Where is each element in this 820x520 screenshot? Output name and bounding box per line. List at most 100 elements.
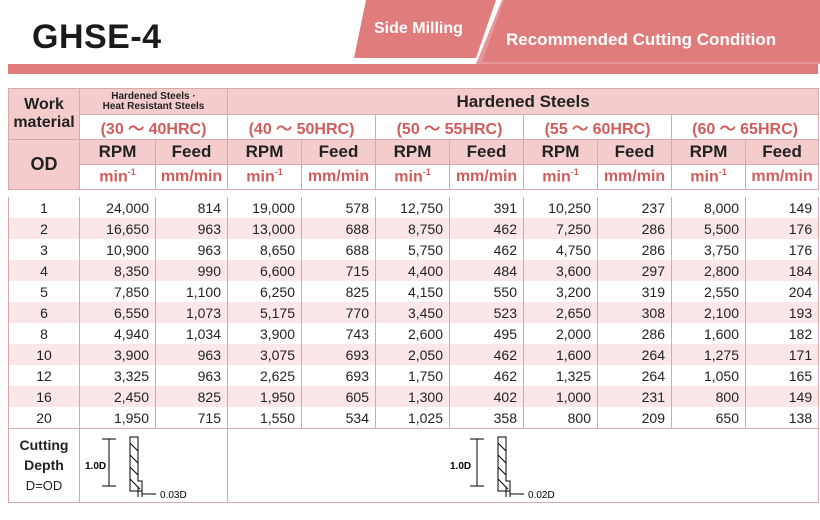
- title-banner: Side Milling Recommended Cutting Conditi…: [354, 0, 820, 64]
- feed-value: 963: [155, 365, 228, 386]
- depth-diagram-icon: 1.0D 0.02D: [450, 436, 555, 501]
- axial-depth-label: 1.0D: [450, 461, 471, 472]
- rpm-value: 3,450: [375, 302, 450, 323]
- rpm-value: 5,175: [227, 302, 302, 323]
- feed-value: 308: [597, 302, 672, 323]
- feed-unit: mm/min: [155, 164, 228, 190]
- feed-value: 825: [155, 386, 228, 407]
- rpm-value: 6,550: [79, 302, 156, 323]
- rpm-value: 1,550: [227, 407, 302, 429]
- feed-value: 286: [597, 323, 672, 344]
- feed-value: 825: [301, 281, 376, 302]
- rpm-value: 7,850: [79, 281, 156, 302]
- rpm-value: 3,600: [523, 260, 598, 281]
- feed-unit: mm/min: [449, 164, 524, 190]
- feed-value: 990: [155, 260, 228, 281]
- feed-header: Feed: [155, 139, 228, 165]
- rpm-header: RPM: [79, 139, 156, 165]
- feed-value: 264: [597, 365, 672, 386]
- feed-value: 1,073: [155, 302, 228, 323]
- feed-value: 264: [597, 344, 672, 365]
- feed-value: 534: [301, 407, 376, 429]
- rpm-header: RPM: [671, 139, 746, 165]
- rpm-value: 1,050: [671, 365, 746, 386]
- feed-value: 743: [301, 323, 376, 344]
- cutting-depth-diagram-left: 1.0D 0.03D: [79, 428, 228, 503]
- rpm-value: 12,750: [375, 197, 450, 218]
- feed-value: 358: [449, 407, 524, 429]
- rpm-value: 7,250: [523, 218, 598, 239]
- feed-value: 319: [597, 281, 672, 302]
- feed-value: 484: [449, 260, 524, 281]
- od-value: 4: [8, 260, 80, 281]
- rpm-value: 650: [671, 407, 746, 429]
- rpm-value: 8,000: [671, 197, 746, 218]
- feed-value: 715: [301, 260, 376, 281]
- od-value: 2: [8, 218, 80, 239]
- hardness-range-header: (60 ～ 65HRC): [670, 114, 820, 140]
- feed-value: 550: [449, 281, 524, 302]
- header-underline: [8, 64, 818, 74]
- feed-value: 462: [449, 344, 524, 365]
- depth-diagram-icon: 1.0D 0.03D: [85, 436, 187, 501]
- rpm-value: 1,750: [375, 365, 450, 386]
- feed-value: 165: [744, 365, 820, 386]
- feed-value: 176: [744, 239, 820, 260]
- feed-value: 391: [449, 197, 524, 218]
- rpm-value: 2,600: [375, 323, 450, 344]
- rpm-value: 800: [671, 386, 746, 407]
- table-row: 20 1,950 715 1,550 534 1,025 358 800 209 650 138: [8, 407, 820, 429]
- rpm-value: 8,350: [79, 260, 156, 281]
- rpm-value: 10,900: [79, 239, 156, 260]
- od-value: 1: [8, 197, 80, 218]
- feed-unit: mm/min: [744, 164, 820, 190]
- rpm-value: 1,600: [523, 344, 598, 365]
- feed-value: 578: [301, 197, 376, 218]
- feed-value: 963: [155, 218, 228, 239]
- feed-value: 297: [597, 260, 672, 281]
- rpm-value: 4,940: [79, 323, 156, 344]
- feed-value: 462: [449, 218, 524, 239]
- rpm-value: 1,300: [375, 386, 450, 407]
- rpm-value: 2,800: [671, 260, 746, 281]
- rpm-value: 2,450: [79, 386, 156, 407]
- feed-unit: mm/min: [597, 164, 672, 190]
- feed-value: 770: [301, 302, 376, 323]
- rpm-value: 1,000: [523, 386, 598, 407]
- rpm-unit: min-1: [227, 164, 302, 190]
- cutting-depth-diagram-right: 1.0D 0.02D: [226, 428, 820, 503]
- rpm-value: 4,750: [523, 239, 598, 260]
- rpm-value: 2,050: [375, 344, 450, 365]
- feed-value: 193: [744, 302, 820, 323]
- rpm-value: 1,950: [227, 386, 302, 407]
- rpm-unit: min-1: [671, 164, 746, 190]
- rpm-value: 6,250: [227, 281, 302, 302]
- work-material-header: Work material: [8, 88, 80, 140]
- feed-value: 286: [597, 218, 672, 239]
- rpm-header: RPM: [375, 139, 450, 165]
- feed-unit: mm/min: [301, 164, 376, 190]
- rpm-value: 2,650: [523, 302, 598, 323]
- banner-recommended: Recommended Cutting Condition: [506, 30, 777, 49]
- table-row: 16 2,450 825 1,950 605 1,300 402 1,000 231 800 149: [8, 386, 820, 407]
- hardness-range-header: (30 ～ 40HRC): [79, 114, 228, 140]
- od-value: 12: [8, 365, 80, 386]
- od-value: 3: [8, 239, 80, 260]
- table-row: 6 6,550 1,073 5,175 770 3,450 523 2,650 308 2,100…: [8, 302, 820, 323]
- rpm-value: 24,000: [79, 197, 156, 218]
- feed-value: 605: [301, 386, 376, 407]
- rpm-value: 2,550: [671, 281, 746, 302]
- rpm-value: 4,150: [375, 281, 450, 302]
- rpm-unit: min-1: [375, 164, 450, 190]
- rpm-unit: min-1: [79, 164, 156, 190]
- feed-value: 231: [597, 386, 672, 407]
- feed-value: 495: [449, 323, 524, 344]
- rpm-unit: min-1: [523, 164, 598, 190]
- feed-value: 1,034: [155, 323, 228, 344]
- rpm-value: 1,325: [523, 365, 598, 386]
- rpm-value: 1,600: [671, 323, 746, 344]
- feed-value: 176: [744, 218, 820, 239]
- feed-value: 963: [155, 344, 228, 365]
- radial-depth-label: 0.02D: [528, 490, 555, 499]
- feed-value: 462: [449, 365, 524, 386]
